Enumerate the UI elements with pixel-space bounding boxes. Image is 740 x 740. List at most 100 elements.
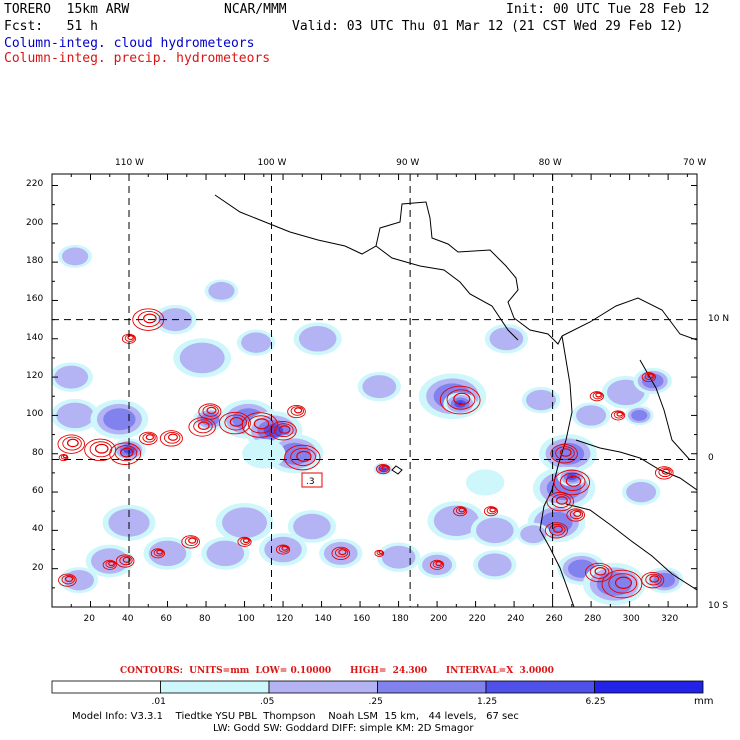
precip-contour-10-2 (253, 418, 270, 430)
precip-contour-14-1 (378, 464, 390, 473)
field-precip-label: Column-integ. precip. hydrometeors (4, 51, 271, 66)
model-info-line2: LW: Godd SW: Goddard DIFF: simple KM: 2D… (213, 723, 474, 734)
cloud-cell-48-level-1 (465, 469, 505, 496)
precip-contour-9-0 (218, 411, 251, 435)
precip-contour-15-1 (446, 389, 476, 410)
precip-contour-21-2 (553, 525, 564, 533)
precip-contour-23-1 (592, 391, 603, 400)
precip-contour-29-1 (645, 573, 662, 586)
lon-label-4: 70 W (683, 158, 707, 168)
precip-contour-38-2 (435, 561, 442, 567)
precip-contour-27-2 (594, 567, 607, 576)
precip-contour-34-0 (237, 536, 252, 547)
lat-lon-grid (52, 174, 697, 607)
x-tick-label-260: 260 (545, 614, 563, 624)
x-tick-label-320: 320 (661, 614, 679, 624)
precip-contour-7-1 (193, 419, 213, 434)
cloud-cell-42-level-2 (381, 545, 416, 569)
precip-contour-21-1 (549, 523, 566, 536)
field-cloud-label: Column-integ. cloud hydrometeors (4, 36, 255, 51)
precip-contour-4-1 (114, 445, 138, 462)
y-tick-label-100: 100 (26, 409, 44, 420)
precip-contour-1-1 (124, 334, 135, 342)
precip-contour-16-0 (453, 506, 468, 517)
precip-contour-22-2 (573, 510, 582, 517)
cloud-cell-46-level-2 (63, 569, 94, 591)
precip-contour-20-1 (551, 494, 571, 508)
cloud-cell-17-level-2 (489, 327, 524, 351)
precip-contour-28-2 (614, 576, 633, 589)
andes-border (575, 439, 697, 491)
precip-contour-22-1 (569, 509, 584, 520)
precip-contour-25-0 (610, 410, 626, 421)
y-tick-label-220: 220 (26, 179, 44, 190)
y-tick-label-80: 80 (32, 447, 44, 458)
x-tick-label-140: 140 (314, 614, 332, 624)
cloud-cell-4-level-2 (241, 332, 272, 353)
x-tick-label-120: 120 (276, 614, 294, 624)
y-tick-label-40: 40 (32, 524, 44, 535)
x-tick-label-220: 220 (468, 614, 486, 624)
precip-contour-13-2 (296, 450, 312, 462)
x-tick-label-180: 180 (391, 614, 409, 624)
lat-label-2: 10 S (708, 601, 729, 611)
precip-contour-34-1 (240, 537, 251, 545)
peru-border (565, 503, 697, 591)
x-tick-label-300: 300 (622, 614, 640, 624)
cloud-cell-24-level-2 (576, 405, 607, 426)
cloud-cell-30-level-3 (596, 572, 632, 596)
precip-contour-24-0 (641, 372, 656, 383)
lat-label-1: 0 (708, 453, 714, 464)
precip-contour-19-0 (553, 469, 591, 496)
colorbar (51, 680, 704, 694)
precip-contour-30-2 (108, 561, 115, 567)
precip-contour-12-1 (290, 406, 304, 416)
contour-inline-label-box (301, 472, 323, 488)
precip-contour-24-1 (644, 372, 655, 381)
cloud-cell-3-level-2 (179, 342, 225, 374)
colorbar-segment-0 (51, 680, 161, 694)
precip-contour-20-2 (555, 496, 568, 505)
precip-contour-11-2 (278, 425, 291, 434)
precip-contour-30-0 (102, 559, 117, 570)
precip-contour-23-0 (589, 391, 604, 402)
precip-contour-32-2 (156, 549, 163, 555)
precip-contour-22-0 (566, 508, 586, 522)
precip-contour-19-2 (565, 475, 582, 487)
cloud-hydrometeor-shading (52, 244, 684, 606)
precip-contour-11-0 (269, 421, 297, 441)
lon-label-2: 90 W (396, 158, 420, 168)
precip-contour-8-0 (198, 403, 222, 420)
contour-inline-label: .3 (306, 477, 315, 487)
cloud-cell-18-level-2 (526, 389, 557, 411)
precip-contour-17-1 (486, 506, 497, 515)
precip-contour-6-2 (167, 433, 179, 441)
precip-contour-16-2 (458, 507, 466, 513)
pacific-coast-central-america (375, 245, 519, 341)
cloud-cell-2-level-2 (208, 281, 235, 300)
precip-contour-1-2 (127, 335, 134, 341)
precip-contour-25-2 (616, 411, 623, 417)
precip-contour-6-0 (159, 430, 183, 447)
precip-contour-37-2 (378, 550, 384, 554)
precip-hydrometeor-contours (57, 308, 674, 599)
precip-contour-24-2 (647, 373, 654, 379)
precip-contour-30-1 (105, 560, 116, 568)
lon-label-0: 110 W (115, 158, 144, 168)
cloud-cell-28-level-2 (626, 481, 657, 503)
precip-contour-25-1 (613, 411, 624, 419)
x-tick-label-20: 20 (83, 614, 95, 624)
precip-contour-31-2 (122, 556, 131, 563)
precip-contour-28-0 (601, 569, 643, 599)
colorbar-level-2: .25 (368, 697, 383, 707)
precip-contour-17-0 (483, 506, 499, 517)
brazil-border (639, 359, 691, 461)
precip-contour-5-1 (142, 433, 156, 443)
y-tick-label-20: 20 (32, 562, 44, 573)
colorbar-level-0: .01 (151, 697, 166, 707)
precip-contour-11-1 (274, 423, 294, 438)
x-tick-label-240: 240 (507, 614, 525, 624)
colorbar-segment-1 (160, 680, 270, 694)
precip-contour-27-0 (585, 562, 613, 583)
precip-contour-21-0 (544, 522, 568, 539)
